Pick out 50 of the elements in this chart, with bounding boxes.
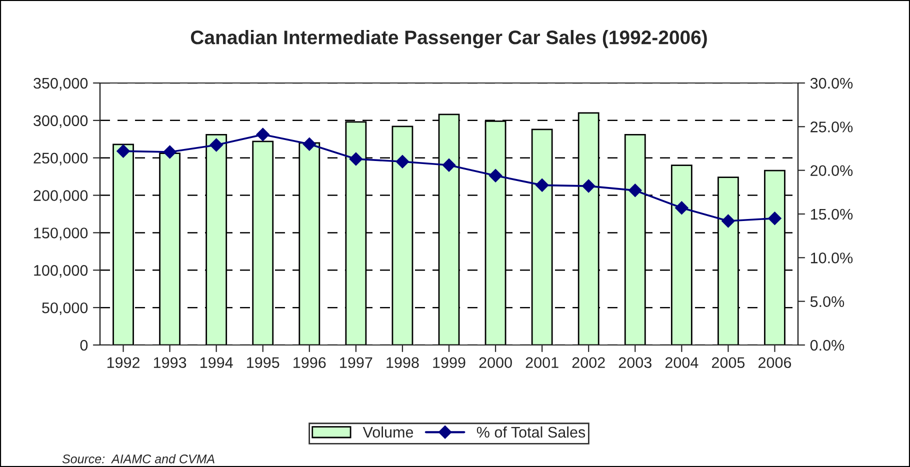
y-tick-label: 150,000 — [34, 228, 88, 240]
point — [628, 184, 642, 198]
x-tick-label: 1996 — [294, 357, 326, 368]
point — [722, 214, 735, 228]
x-tick-label: 2000 — [479, 357, 512, 368]
y-tick-label: 300,000 — [34, 115, 88, 128]
y2-tick-label: 0.0% — [810, 340, 844, 351]
point — [442, 158, 456, 172]
x-tick-label: 1997 — [340, 357, 372, 368]
y-tick-label: 50,000 — [42, 302, 88, 316]
y-tick-label: 100,000 — [34, 265, 88, 278]
y2-tick-label: 15.0% — [810, 208, 853, 220]
x-tick-label: 1992 — [107, 357, 140, 368]
x-tick-label: 2002 — [572, 357, 605, 368]
legend-label: % of Total Sales — [476, 426, 586, 438]
y2-tick-label: 10.0% — [810, 252, 853, 264]
y2-tick-label: 20.0% — [810, 165, 853, 176]
point — [116, 144, 130, 158]
x-tick-label: 2006 — [758, 357, 792, 368]
x-tick-label: 2001 — [526, 357, 558, 368]
legend-label: Volume — [362, 426, 414, 438]
y2-tick-label: 5.0% — [810, 296, 844, 308]
point — [349, 152, 363, 166]
point — [768, 212, 782, 225]
point — [675, 201, 688, 214]
x-tick-label: 2005 — [712, 357, 745, 368]
y2-tick-label: 30.0% — [810, 78, 853, 89]
point — [256, 128, 270, 142]
chart-title: Canadian Intermediate Passenger Car Sales (1992-2006) — [190, 30, 707, 48]
y-tick-label: 0 — [80, 340, 88, 351]
y-tick-label: 350,000 — [34, 78, 88, 90]
point — [396, 155, 410, 168]
y-tick-label: 200,000 — [34, 190, 88, 203]
point — [210, 138, 223, 152]
bar — [392, 126, 414, 345]
x-tick-label: 1993 — [154, 357, 186, 368]
x-tick-label: 2004 — [665, 357, 698, 368]
point — [163, 145, 176, 159]
x-tick-label: 1995 — [247, 357, 280, 368]
x-tick-label: 1994 — [200, 357, 233, 368]
point — [488, 168, 502, 182]
x-tick-label: 1999 — [433, 357, 466, 368]
source-note: Source: AIAMC and CVMA — [62, 454, 214, 464]
point — [535, 178, 549, 192]
y2-tick-label: 25.0% — [810, 122, 853, 132]
x-tick-label: 2003 — [618, 357, 652, 368]
point — [302, 138, 316, 151]
y-tick-label: 250,000 — [34, 152, 88, 166]
x-tick-label: 1998 — [386, 357, 419, 368]
point — [582, 179, 596, 193]
